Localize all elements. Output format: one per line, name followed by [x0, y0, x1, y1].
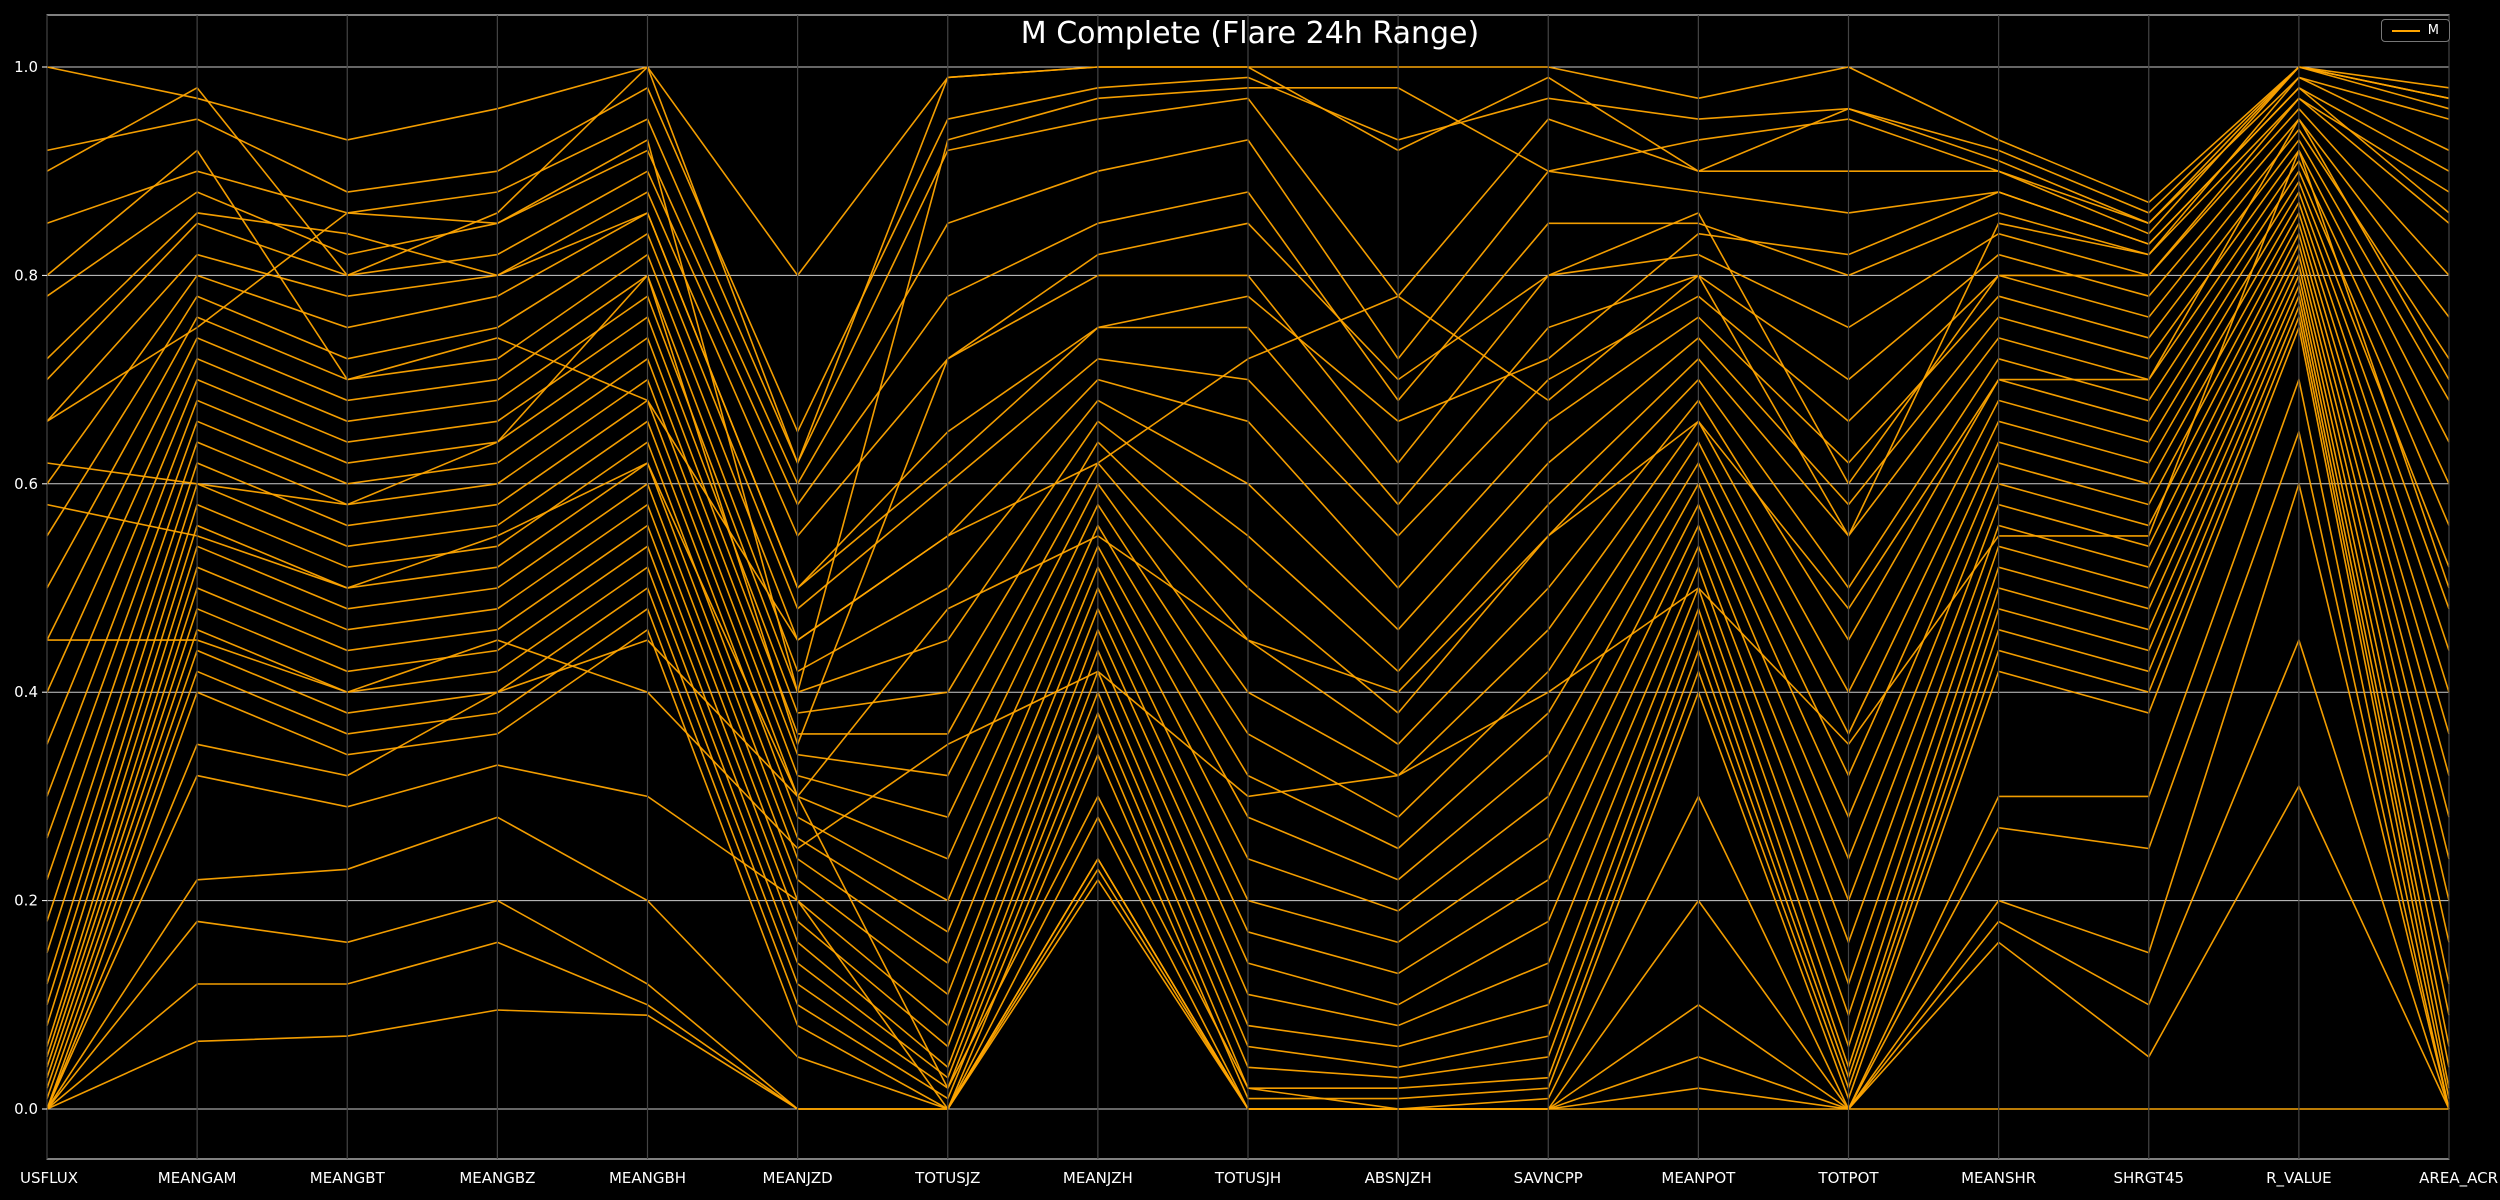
axis-labels: USFLUX MEANGAM MEANGBT MEANGBZ MEANGBH MEANJZ… — [20, 1169, 2498, 1188]
legend-label: M — [2427, 23, 2439, 38]
y-tick-labels: 0.0 0.2 0.4 0.6 0.8 1.0 — [14, 58, 47, 1118]
y-tick-label: 0.2 — [14, 892, 38, 910]
axis-label-MEANPOT: MEANPOT — [1661, 1169, 1736, 1187]
axis-label-TOTUSJH: TOTUSJH — [1214, 1169, 1281, 1187]
axis-label-TOTUSJZ: TOTUSJZ — [914, 1169, 980, 1187]
axis-label-MEANGBT: MEANGBT — [310, 1169, 386, 1187]
axis-label-SAVNCPP: SAVNCPP — [1514, 1169, 1583, 1187]
legend-swatch — [2391, 29, 2420, 32]
axis-label-USFLUX: USFLUX — [20, 1169, 78, 1187]
axis-label-MEANJZH: MEANJZH — [1063, 1169, 1133, 1187]
axis-label-MEANGBH: MEANGBH — [609, 1169, 686, 1187]
axis-label-MEANGBZ: MEANGBZ — [459, 1169, 535, 1187]
y-tick-label: 0.6 — [14, 475, 38, 493]
axis-label-ABSNJZH: ABSNJZH — [1365, 1169, 1432, 1187]
chart-title: M Complete (Flare 24h Range) — [1020, 16, 1480, 51]
y-tick-label: 0.0 — [14, 1100, 38, 1118]
axis-label-R_VALUE: R_VALUE — [2266, 1169, 2332, 1188]
axis-label-TOTPOT: TOTPOT — [1817, 1169, 1879, 1187]
axis-label-SHRGT45: SHRGT45 — [2113, 1169, 2184, 1187]
y-tick-label: 0.4 — [14, 683, 38, 701]
axis-label-MEANGAM: MEANGAM — [158, 1169, 237, 1187]
y-tick-label: 0.8 — [14, 266, 38, 284]
axis-label-AREA_ACR: AREA_ACR — [2419, 1169, 2498, 1188]
y-tick-label: 1.0 — [14, 58, 38, 76]
axis-label-MEANJZD: MEANJZD — [763, 1169, 833, 1187]
legend: M — [2380, 19, 2450, 42]
axis-label-MEANSHR: MEANSHR — [1961, 1169, 2036, 1187]
axes — [46, 15, 2450, 1159]
